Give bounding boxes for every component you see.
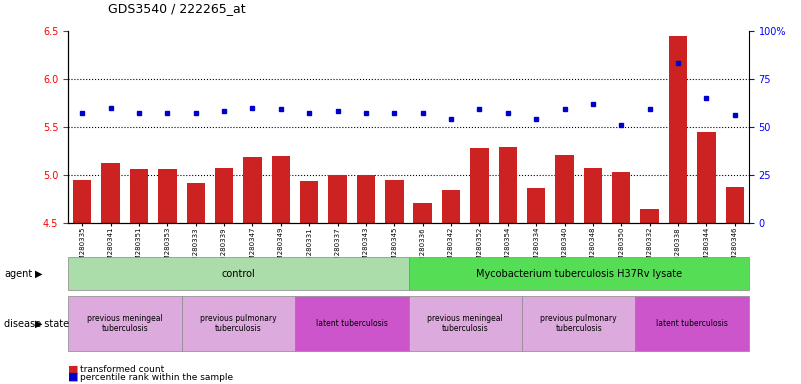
- Bar: [527, 188, 545, 223]
- Bar: [158, 169, 176, 223]
- Bar: [272, 157, 290, 223]
- Bar: [442, 190, 461, 223]
- Bar: [584, 168, 602, 223]
- Bar: [102, 163, 120, 223]
- Bar: [385, 179, 404, 223]
- Text: ■: ■: [68, 372, 78, 382]
- Bar: [498, 147, 517, 223]
- Text: control: control: [221, 268, 256, 279]
- Text: ■: ■: [68, 364, 78, 374]
- Bar: [641, 209, 659, 223]
- Text: transformed count: transformed count: [80, 366, 164, 374]
- Bar: [555, 155, 574, 223]
- Text: latent tuberculosis: latent tuberculosis: [316, 319, 388, 328]
- Bar: [187, 183, 205, 223]
- Text: Mycobacterium tuberculosis H37Rv lysate: Mycobacterium tuberculosis H37Rv lysate: [476, 268, 682, 279]
- Bar: [328, 175, 347, 223]
- Text: ▶: ▶: [34, 268, 42, 279]
- Text: previous pulmonary
tuberculosis: previous pulmonary tuberculosis: [541, 314, 617, 333]
- Text: ▶: ▶: [34, 318, 42, 329]
- Bar: [215, 168, 233, 223]
- Text: previous meningeal
tuberculosis: previous meningeal tuberculosis: [428, 314, 503, 333]
- Bar: [470, 148, 489, 223]
- Bar: [612, 172, 630, 223]
- Bar: [669, 36, 687, 223]
- Bar: [73, 179, 91, 223]
- Bar: [356, 175, 375, 223]
- Text: previous meningeal
tuberculosis: previous meningeal tuberculosis: [87, 314, 163, 333]
- Text: latent tuberculosis: latent tuberculosis: [656, 319, 728, 328]
- Text: GDS3540 / 222265_at: GDS3540 / 222265_at: [108, 2, 246, 15]
- Bar: [300, 182, 319, 223]
- Bar: [697, 132, 715, 223]
- Text: previous pulmonary
tuberculosis: previous pulmonary tuberculosis: [200, 314, 276, 333]
- Bar: [413, 203, 432, 223]
- Text: percentile rank within the sample: percentile rank within the sample: [80, 373, 233, 382]
- Text: disease state: disease state: [4, 318, 69, 329]
- Bar: [726, 187, 744, 223]
- Bar: [244, 157, 262, 223]
- Bar: [130, 169, 148, 223]
- Text: agent: agent: [4, 268, 32, 279]
